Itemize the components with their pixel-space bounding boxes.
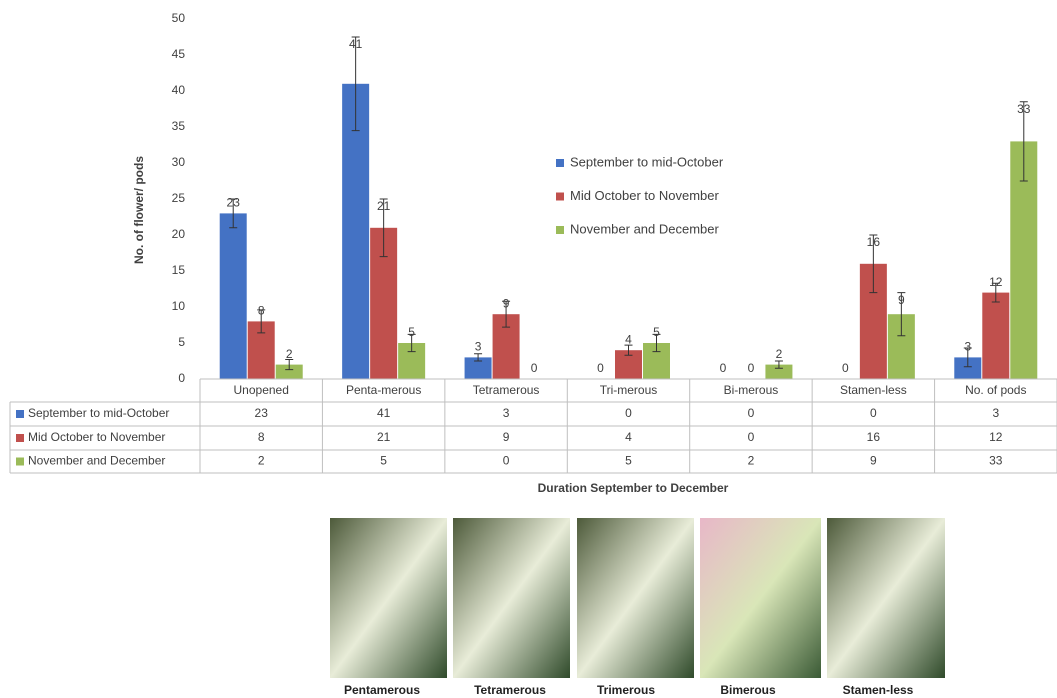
table-cell: 23 bbox=[255, 406, 269, 420]
y-tick-label: 30 bbox=[172, 155, 186, 169]
legend-swatch bbox=[556, 226, 564, 234]
legend-swatch bbox=[556, 193, 564, 201]
x-tick-label: Stamen-less bbox=[840, 383, 907, 397]
table-cell: 0 bbox=[625, 406, 632, 420]
table-cell: 21 bbox=[377, 430, 391, 444]
table-swatch bbox=[16, 458, 24, 466]
photo-caption: Trimerous bbox=[597, 683, 655, 697]
y-tick-label: 40 bbox=[172, 83, 186, 97]
legend-label: September to mid-October bbox=[570, 154, 724, 169]
table-cell: 33 bbox=[989, 454, 1003, 468]
data-label: 9 bbox=[898, 293, 905, 307]
y-axis-title: No. of flower/ pods bbox=[132, 156, 146, 264]
legend-label: Mid October to November bbox=[570, 188, 720, 203]
photo-caption: Tetramerous bbox=[474, 683, 546, 697]
x-tick-label: Unopened bbox=[234, 383, 289, 397]
data-label: 21 bbox=[377, 199, 391, 213]
legend-swatch bbox=[556, 159, 564, 167]
x-tick-label: Tri-merous bbox=[600, 383, 658, 397]
x-tick-label: No. of pods bbox=[965, 383, 1026, 397]
y-tick-label: 35 bbox=[172, 119, 186, 133]
data-label: 41 bbox=[349, 37, 363, 51]
table-cell: 0 bbox=[748, 406, 755, 420]
data-label: 5 bbox=[408, 325, 415, 339]
table-swatch bbox=[16, 434, 24, 442]
x-tick-label: Tetramerous bbox=[473, 383, 540, 397]
table-cell: 16 bbox=[867, 430, 881, 444]
data-label: 0 bbox=[597, 361, 604, 375]
table-cell: 2 bbox=[258, 454, 265, 468]
data-label: 2 bbox=[776, 347, 783, 361]
y-tick-label: 45 bbox=[172, 47, 186, 61]
y-tick-label: 15 bbox=[172, 263, 186, 277]
data-label: 12 bbox=[989, 275, 1003, 289]
y-tick-label: 20 bbox=[172, 227, 186, 241]
photo-caption: Pentamerous bbox=[344, 683, 420, 697]
data-label: 33 bbox=[1017, 102, 1031, 116]
data-label: 2 bbox=[286, 347, 293, 361]
y-tick-label: 25 bbox=[172, 191, 186, 205]
table-cell: 8 bbox=[258, 430, 265, 444]
bar bbox=[982, 293, 1009, 379]
table-cell: 9 bbox=[503, 430, 510, 444]
table-cell: 0 bbox=[503, 454, 510, 468]
table-cell: 3 bbox=[992, 406, 999, 420]
table-cell: 0 bbox=[870, 406, 877, 420]
data-label: 3 bbox=[964, 340, 971, 354]
table-row-label: Mid October to November bbox=[28, 430, 165, 444]
y-tick-label: 0 bbox=[178, 371, 185, 385]
photo bbox=[453, 518, 570, 678]
table-cell: 0 bbox=[748, 430, 755, 444]
x-tick-label: Bi-merous bbox=[724, 383, 779, 397]
data-label: 9 bbox=[503, 296, 510, 310]
data-label: 5 bbox=[653, 325, 660, 339]
table-row-label: November and December bbox=[28, 454, 165, 468]
data-label: 16 bbox=[867, 235, 881, 249]
data-label: 0 bbox=[531, 361, 538, 375]
table-cell: 5 bbox=[625, 454, 632, 468]
data-label: 8 bbox=[258, 304, 265, 318]
table-row-label: September to mid-October bbox=[28, 406, 169, 420]
chart: No. of flower/ pods Duration September t… bbox=[0, 0, 1057, 698]
table-cell: 41 bbox=[377, 406, 391, 420]
page: No. of flower/ pods Duration September t… bbox=[0, 0, 1057, 698]
bar bbox=[220, 213, 247, 379]
data-label: 3 bbox=[475, 340, 482, 354]
table-cell: 4 bbox=[625, 430, 632, 444]
data-label: 0 bbox=[720, 361, 727, 375]
table-cell: 5 bbox=[380, 454, 387, 468]
y-tick-label: 50 bbox=[172, 11, 186, 25]
photos: Pentamerous Tetramerous Trimerous Bimero… bbox=[330, 518, 945, 697]
data-label: 0 bbox=[748, 361, 755, 375]
photo bbox=[700, 518, 821, 678]
table-cell: 3 bbox=[503, 406, 510, 420]
y-tick-label: 5 bbox=[178, 335, 185, 349]
x-tick-label: Penta-merous bbox=[346, 383, 421, 397]
y-tick-label: 10 bbox=[172, 299, 186, 313]
photo bbox=[330, 518, 447, 678]
table-cell: 12 bbox=[989, 430, 1003, 444]
table-cell: 2 bbox=[748, 454, 755, 468]
photo bbox=[827, 518, 945, 678]
legend-label: November and December bbox=[570, 221, 720, 236]
table-cell: 9 bbox=[870, 454, 877, 468]
data-label: 4 bbox=[625, 332, 632, 346]
photo-caption: Stamen-less bbox=[843, 683, 914, 697]
data-label: 0 bbox=[842, 361, 849, 375]
table-swatch bbox=[16, 410, 24, 418]
photo bbox=[577, 518, 694, 678]
x-axis-title: Duration September to December bbox=[538, 481, 729, 495]
data-label: 23 bbox=[227, 196, 241, 210]
photo-caption: Bimerous bbox=[720, 683, 776, 697]
